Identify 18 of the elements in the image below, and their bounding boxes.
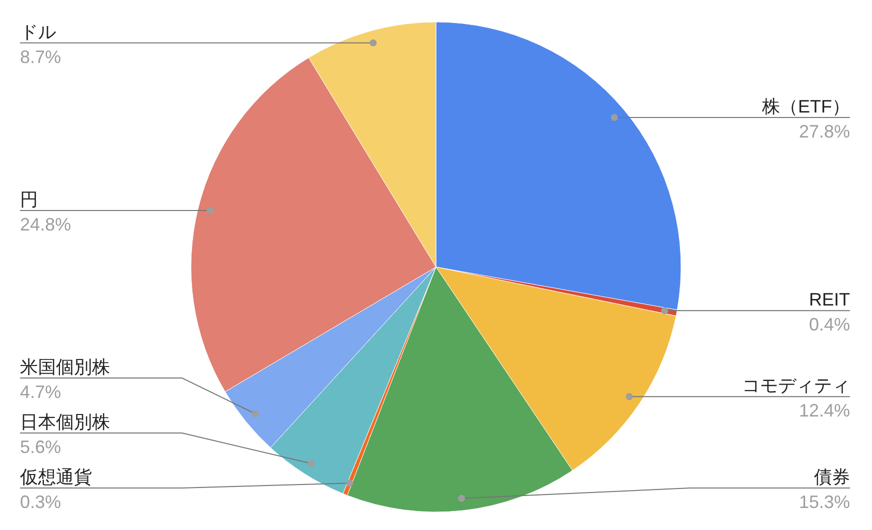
data-label: 12.4% xyxy=(798,400,850,421)
data-label: 24.8% xyxy=(20,214,72,235)
slice-label: 債券 xyxy=(814,467,850,487)
data-label: 8.7% xyxy=(20,46,62,67)
slice-label: 日本個別株 xyxy=(20,412,110,432)
slice-label: REIT xyxy=(808,290,850,310)
data-label: 0.4% xyxy=(808,314,850,335)
data-label: 4.7% xyxy=(20,382,62,402)
data-label: 5.6% xyxy=(20,437,62,457)
slice-label: 株（ETF） xyxy=(761,96,850,117)
data-label: 27.8% xyxy=(798,122,850,142)
slice-label: 仮想通貨 xyxy=(19,467,92,487)
slice-label: ドル xyxy=(20,22,56,42)
slice-label: コモディティ xyxy=(742,376,850,396)
data-label: 15.3% xyxy=(798,492,850,512)
slice-label: 米国個別株 xyxy=(20,357,110,377)
slice-label: 円 xyxy=(20,190,38,210)
data-label: 0.3% xyxy=(20,492,62,512)
